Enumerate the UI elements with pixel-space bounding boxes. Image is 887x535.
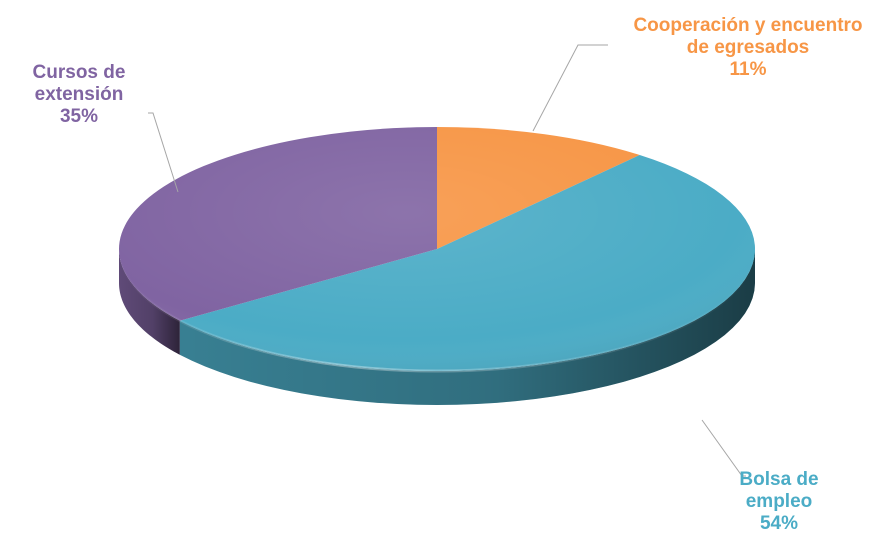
label-line: Cooperación y encuentro bbox=[633, 15, 862, 36]
label-line: empleo bbox=[746, 491, 813, 512]
data-label-bolsa-de-empleo: Bolsa de empleo 54% bbox=[739, 469, 818, 534]
pie-rim-highlight bbox=[117, 248, 757, 373]
data-label-cursos-de-extension: Cursos de extensión 35% bbox=[33, 62, 126, 127]
value-label: 54% bbox=[760, 513, 798, 534]
pie-top-shading bbox=[119, 127, 755, 371]
value-label: 35% bbox=[60, 106, 98, 127]
pie-side-shade-bolsa-de-empleo bbox=[179, 249, 756, 405]
label-line: Cursos de bbox=[33, 62, 126, 83]
leader-line-bolsa-de-empleo bbox=[701, 419, 746, 477]
value-label: 11% bbox=[730, 59, 767, 80]
label-line: de egresados bbox=[687, 37, 810, 58]
leader-line-cursos-de-extension bbox=[148, 112, 179, 193]
leader-line-cooperacion-y-encuentro-de-egresados bbox=[532, 44, 608, 132]
data-label-cooperacion-y-encuentro-de-egresados: Cooperación y encuentro de egresados 11% bbox=[633, 15, 862, 80]
label-line: Bolsa de bbox=[739, 469, 818, 490]
label-line: extensión bbox=[35, 84, 124, 105]
